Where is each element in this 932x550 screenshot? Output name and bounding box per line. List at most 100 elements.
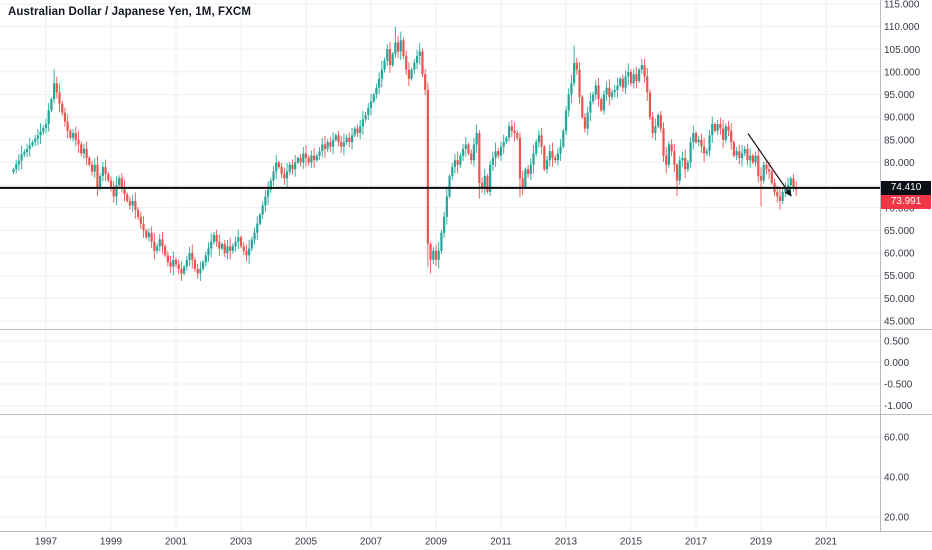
year-tick-label: 2009 — [425, 537, 448, 548]
candle-body — [735, 151, 738, 156]
price-tick-label: 50.000 — [884, 294, 915, 305]
candle-body — [594, 85, 597, 95]
candle-body — [361, 119, 364, 127]
candle-body — [721, 128, 725, 140]
candle-body — [700, 139, 703, 147]
candle-body — [768, 169, 771, 172]
candle-body — [602, 94, 606, 111]
price-tick-label: -1.000 — [884, 401, 913, 412]
candle-body — [188, 253, 191, 260]
candle-body — [150, 232, 153, 242]
candle-body — [161, 239, 164, 247]
candle-body — [313, 155, 316, 161]
candle-body — [705, 151, 708, 154]
symbol-title[interactable]: Australian Dollar / Japanese Yen, 1M, FX… — [8, 6, 252, 18]
candle-body — [472, 144, 476, 161]
price-tick-label: 85.000 — [884, 135, 915, 146]
price-tick-label: 100.000 — [884, 67, 921, 78]
candle-body — [713, 124, 717, 131]
candle-body — [172, 259, 175, 267]
candle-body — [648, 92, 652, 118]
candle-body — [621, 78, 624, 88]
candle-body — [686, 162, 689, 170]
price-tick-label: 55.000 — [884, 271, 915, 282]
candle-body — [643, 65, 646, 77]
candle-body — [513, 130, 516, 134]
price-axis[interactable] — [880, 0, 932, 531]
candle-body — [120, 178, 123, 188]
candle-body — [25, 148, 29, 153]
candle-body — [242, 246, 245, 251]
candle-body — [489, 164, 492, 192]
candle-body — [667, 144, 671, 165]
candle-body — [174, 259, 178, 265]
candle-body — [123, 187, 126, 195]
candle-body — [215, 234, 218, 242]
candle-body — [759, 176, 763, 181]
candle-body — [608, 87, 611, 97]
candle-body — [220, 244, 224, 249]
candle-body — [288, 164, 291, 172]
candle-body — [583, 117, 587, 129]
candle-body — [145, 230, 148, 238]
candle-body — [651, 117, 654, 134]
candle-body — [765, 164, 768, 170]
candle-body — [101, 167, 104, 177]
candle-body — [499, 146, 503, 156]
candle-body — [42, 128, 45, 132]
candle-body — [570, 83, 573, 95]
candle-body — [223, 244, 226, 254]
trend-arrow-drawing[interactable] — [747, 133, 792, 197]
candle-body — [711, 124, 714, 136]
candle-body — [342, 142, 346, 147]
candle-body — [654, 126, 657, 134]
candle-body — [757, 155, 760, 177]
year-tick-label: 2019 — [750, 537, 773, 548]
candle-body — [115, 185, 118, 197]
candle-body — [391, 53, 394, 66]
candle-body — [518, 137, 522, 179]
candle-body — [556, 153, 559, 161]
candle-body — [340, 142, 343, 147]
candle-body — [415, 56, 419, 63]
candle-body — [375, 87, 378, 95]
candle-body — [434, 250, 438, 260]
candle-body — [53, 83, 56, 100]
candle-body — [34, 138, 37, 143]
candle-body — [432, 250, 435, 260]
candle-body — [459, 155, 462, 165]
candle-body — [426, 90, 429, 245]
candle-body — [323, 144, 327, 149]
candle-body — [269, 180, 272, 190]
price-tick-label: 45.000 — [884, 317, 915, 328]
time-axis[interactable] — [0, 531, 932, 550]
year-tick-label: 2011 — [490, 537, 512, 548]
candle-body — [17, 160, 21, 165]
candle-body — [386, 49, 389, 61]
candle-body — [529, 164, 532, 174]
candle-body — [147, 232, 151, 238]
candle-body — [185, 259, 188, 267]
candle-body — [746, 148, 749, 161]
candle-body — [548, 151, 551, 161]
candle-body — [264, 196, 267, 206]
candle-body — [418, 51, 421, 57]
candle-body — [15, 164, 18, 170]
candle-body — [703, 146, 706, 154]
candle-body — [348, 137, 351, 143]
candle-body — [134, 200, 137, 211]
candle-body — [670, 144, 673, 152]
candle-body — [516, 133, 519, 138]
candle-body — [681, 157, 684, 161]
candle-body — [337, 135, 340, 143]
candle-body — [237, 237, 240, 242]
candle-body — [396, 42, 400, 52]
candle-body — [467, 144, 470, 154]
candle-body — [554, 157, 557, 161]
candle-body — [107, 173, 110, 181]
candle-body — [684, 157, 687, 170]
candle-body — [367, 108, 370, 115]
candle-body — [508, 126, 511, 138]
